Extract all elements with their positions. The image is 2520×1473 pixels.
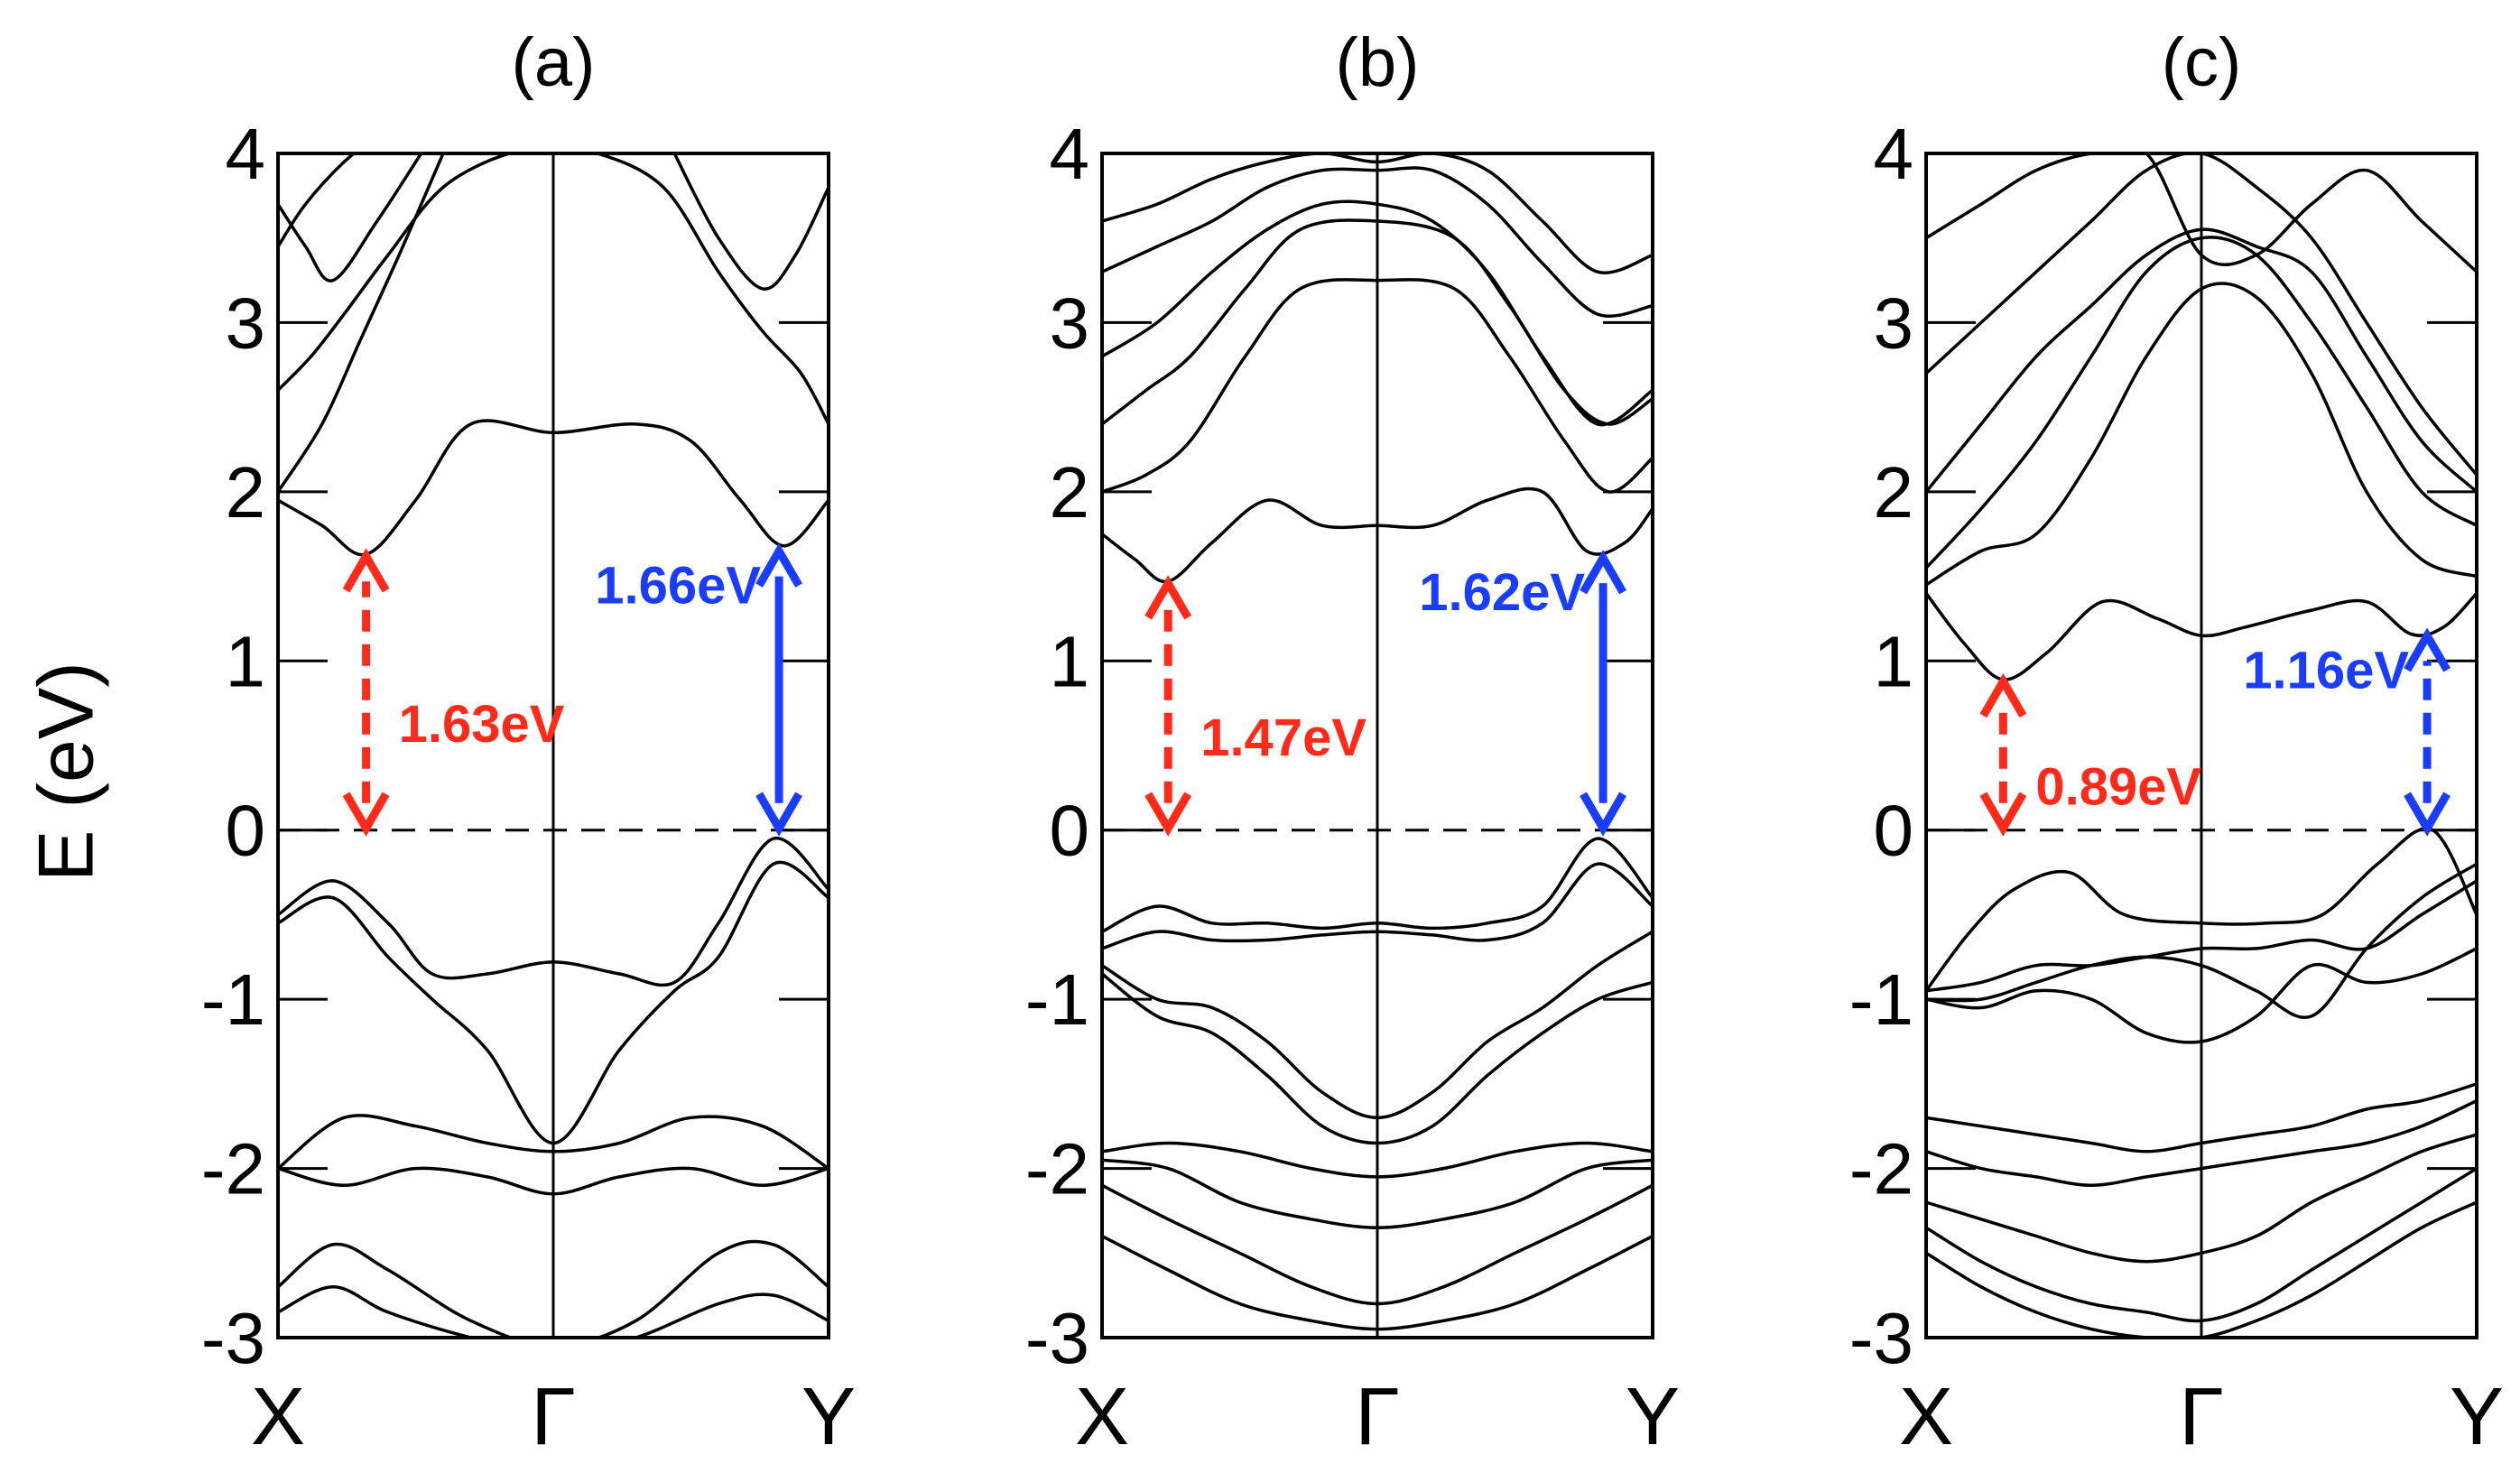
band-gap-arrow [1979,672,2027,837]
band-line [1926,1099,2477,1188]
k-point-label: Γ [1355,1372,1400,1462]
band-line [278,153,357,248]
band-line [278,153,445,493]
k-point-label: X [1899,1372,1953,1462]
band-line [1926,947,2477,1044]
band-line [278,153,829,425]
band-line [1102,166,1653,318]
y-tick-label: 1 [1874,621,1914,701]
band-line [1926,153,2477,273]
y-tick-label: 4 [1874,114,1914,194]
y-tick-label: 1 [226,621,266,701]
k-point-label: Γ [531,1372,576,1462]
band-line [1926,1167,2477,1323]
y-tick-label: 4 [1050,114,1090,194]
panel-title: (b) [1336,24,1420,101]
band-curves [1102,153,1653,1331]
y-tick-label: 2 [1874,452,1914,533]
band-gap-label: 1.16eV [2243,641,2409,699]
band-gap-arrow [2404,627,2451,837]
k-point-label: X [1075,1372,1129,1462]
y-tick-label: 0 [1874,791,1914,871]
band-gap-arrow [342,548,390,837]
band-line [1102,199,1653,427]
band-gap-arrow [755,542,802,837]
band-gap-arrow [1144,575,1192,837]
band-line [278,860,829,1145]
y-tick-label: -1 [1025,959,1089,1040]
plot-frame [276,152,830,1339]
band-line [1926,1133,2477,1264]
band-gap-label: 1.66eV [595,557,761,616]
y-tick-label: 2 [1050,452,1090,533]
band-line [278,1285,829,1338]
band-line [1102,1183,1653,1306]
band-gap-label: 1.62eV [1419,563,1585,622]
panel-c: (c) 4 3 2 1 0 -1 -2 -3 0.89eV 1.16eV X Γ Y [1849,24,2504,1462]
band-line [1102,278,1653,494]
band-line [1102,1234,1653,1331]
y-tick-label: -2 [1849,1129,1913,1209]
band-line [1102,1141,1653,1179]
band-line [1926,227,2477,494]
band-gap-label: 0.89eV [2035,757,2201,816]
band-line [278,1166,829,1196]
band-line [1102,1158,1653,1229]
k-point-label: Γ [2179,1372,2224,1462]
plot-frame [1100,152,1654,1339]
band-line [278,837,829,987]
k-point-label: Y [1626,1372,1680,1462]
panel-a: (a) 4 3 2 1 0 -1 -2 -3 1.63eV 1.66eV X Γ Y [201,24,856,1462]
band-line [1102,972,1653,1145]
band-line [1926,236,2477,570]
band-line [278,1239,829,1338]
y-tick-label: 4 [226,114,266,194]
y-axis-label: E (eV) [23,662,110,882]
y-tick-label: -3 [1025,1298,1089,1378]
k-point-label: Y [2450,1372,2504,1462]
y-tick-label: -1 [1849,959,1913,1040]
panel-title: (c) [2162,24,2242,101]
band-line [1102,930,1653,1120]
band-gap-label: 1.63eV [399,695,565,754]
y-tick-label: 3 [226,283,266,363]
band-line [1102,837,1653,933]
band-gap-label: 1.47eV [1200,709,1367,767]
y-tick-label: -1 [201,959,265,1040]
k-point-label: Y [801,1372,856,1462]
band-line [1926,282,2477,587]
band-line [278,153,423,283]
k-point-label: X [251,1372,305,1462]
y-tick-label: 1 [1050,621,1090,701]
band-line [1926,1082,2477,1153]
band-line [278,1114,829,1171]
y-tick-label: -2 [201,1129,265,1209]
panel-b: (b) 4 3 2 1 0 -1 -2 -3 1.47eV 1.62eV X Γ Y [1025,24,1680,1462]
y-tick-label: 3 [1050,283,1090,363]
plot-frame [1924,152,2478,1339]
panel-title: (a) [512,24,596,101]
y-tick-label: 2 [226,452,266,533]
band-line [1926,879,2477,993]
y-tick-label: -3 [1849,1298,1913,1378]
y-tick-label: 0 [1050,791,1090,871]
y-tick-label: -2 [1025,1129,1089,1209]
band-line [1102,153,1653,275]
y-tick-label: 3 [1874,283,1914,363]
y-tick-label: 0 [226,791,266,871]
band-gap-arrow [1580,550,1626,837]
band-line [1926,862,2477,1020]
band-line [1102,862,1653,950]
band-line [1926,827,2477,992]
y-tick-label: -3 [201,1298,265,1378]
band-line [672,153,829,291]
